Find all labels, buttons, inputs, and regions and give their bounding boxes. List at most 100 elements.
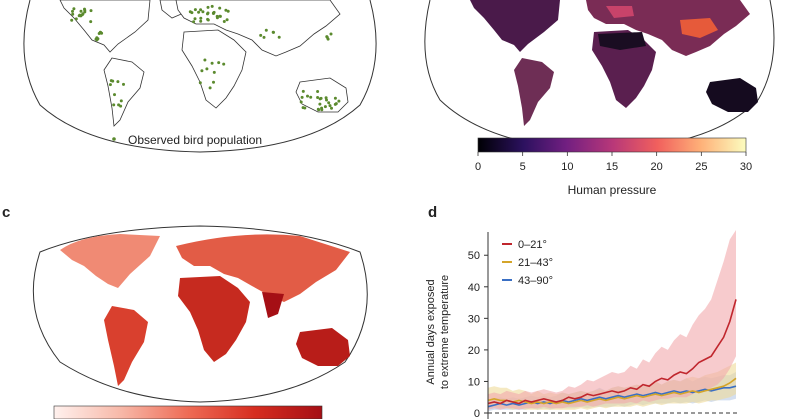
y-axis-label-line1: Annual days exposed <box>425 279 437 384</box>
y-tick-label: 10 <box>468 376 480 388</box>
series-lines <box>487 299 737 408</box>
bird-observation-point <box>117 103 121 107</box>
bird-observation-point <box>217 61 221 65</box>
bird-observation-point <box>206 11 210 15</box>
bird-observation-point <box>333 102 337 106</box>
bird-observation-point <box>333 96 337 100</box>
bird-observation-point <box>327 101 331 105</box>
bird-observation-point <box>264 28 268 32</box>
bird-observation-point <box>83 10 87 14</box>
region-north-america <box>470 0 560 52</box>
bird-observation-point <box>316 90 320 93</box>
region-africa <box>592 30 656 108</box>
region-north-america <box>60 234 160 288</box>
colorbar-label: Human pressure <box>568 183 657 197</box>
bird-observation-points <box>70 4 341 112</box>
bird-observation-point <box>199 19 203 23</box>
bird-observation-point <box>222 62 226 66</box>
bird-observation-point <box>301 89 305 93</box>
colorbar-tick-label: 20 <box>651 161 663 173</box>
bird-observation-point <box>210 4 214 8</box>
legend-point-icon <box>112 137 116 141</box>
bird-observation-point <box>199 8 203 12</box>
panel-letter-d: d <box>428 204 438 221</box>
bird-observation-point <box>208 86 212 90</box>
region-india <box>262 292 284 318</box>
bird-observation-point <box>299 100 303 104</box>
bird-observation-point <box>197 10 201 14</box>
series-line-0–21° <box>487 299 737 405</box>
bird-observation-point <box>225 18 229 22</box>
colorbar-tick-label: 15 <box>606 161 618 173</box>
region-hotspot-east-asia <box>680 18 718 38</box>
y-tick-label: 50 <box>468 250 480 262</box>
chart-legend: 0–21° 21–43° 43–90° <box>502 239 553 287</box>
bird-observation-point <box>205 67 209 71</box>
y-axis-ticks: 0 10 20 30 40 50 <box>468 250 488 419</box>
legend-label: 43–90° <box>518 275 553 287</box>
series-line-21–43° <box>487 377 737 405</box>
region-hotspot-europe <box>606 6 634 18</box>
bird-observation-point <box>212 80 215 84</box>
y-tick-label: 30 <box>468 313 480 325</box>
bird-observation-point <box>77 14 81 18</box>
bird-observation-point <box>330 106 333 110</box>
continent-africa <box>181 29 247 109</box>
bird-observation-point <box>212 70 216 74</box>
colorbar-tick-label: 10 <box>561 161 573 173</box>
bird-observation-point <box>326 37 330 41</box>
bird-observation-point <box>306 94 309 98</box>
bird-observation-point <box>316 96 320 99</box>
bird-observation-point <box>323 105 327 109</box>
y-tick-label: 0 <box>474 408 480 419</box>
bird-observation-point <box>108 83 112 87</box>
bird-observation-point <box>320 108 324 112</box>
bird-observation-point <box>122 82 125 86</box>
panel-letter-c: c <box>2 204 11 221</box>
exposure-line-chart: 0 10 20 30 40 50 Annual days exposed to extre… <box>425 230 738 419</box>
bird-observation-point <box>200 69 204 73</box>
bird-observation-point <box>193 8 197 12</box>
bird-observation-point <box>328 104 332 108</box>
bird-observation-point <box>210 61 214 65</box>
bird-observation-point <box>224 8 228 12</box>
region-australia <box>296 328 350 366</box>
bird-observation-point <box>79 9 83 13</box>
band-0–21° <box>488 230 736 410</box>
heat-colorbar <box>53 405 323 419</box>
map-outline <box>23 0 377 153</box>
y-tick-label: 40 <box>468 282 480 294</box>
bird-observation-point <box>317 108 321 112</box>
region-australia <box>706 78 758 112</box>
panel-c <box>0 222 400 419</box>
bird-map-svg: Observed bird population <box>23 0 377 153</box>
bird-observation-point <box>203 58 207 62</box>
legend-label: 21–43° <box>518 257 553 269</box>
bird-observation-point <box>300 95 304 99</box>
continent-south-america <box>103 57 145 127</box>
bird-observation-point <box>206 5 210 9</box>
bird-observation-point <box>212 12 215 15</box>
bird-observation-point <box>218 14 222 18</box>
bird-observation-point <box>113 93 116 97</box>
region-south-america <box>104 306 148 386</box>
bird-observation-point <box>116 80 120 84</box>
bird-observation-point <box>192 20 196 24</box>
bird-observation-point <box>215 16 219 20</box>
region-south-america <box>514 58 554 126</box>
bird-observation-point <box>201 10 205 14</box>
legend-label: 0–21° <box>518 239 547 251</box>
region-africa <box>178 276 250 362</box>
colorbar-ticks: 0 5 10 15 20 25 30 <box>475 152 752 173</box>
bird-observation-point <box>226 9 230 13</box>
colorbar-tick-label: 0 <box>475 161 481 173</box>
bird-observation-point <box>318 97 322 101</box>
bird-observation-point <box>109 79 113 83</box>
panel-d: 0 10 20 30 40 50 Annual days exposed to extre… <box>420 222 800 419</box>
bird-observation-point <box>303 106 307 110</box>
bird-observation-point <box>89 20 93 24</box>
bird-observation-point <box>337 99 341 103</box>
bird-observation-point <box>218 6 222 10</box>
region-eurasia <box>176 234 350 302</box>
continent-eurasia <box>175 0 341 57</box>
